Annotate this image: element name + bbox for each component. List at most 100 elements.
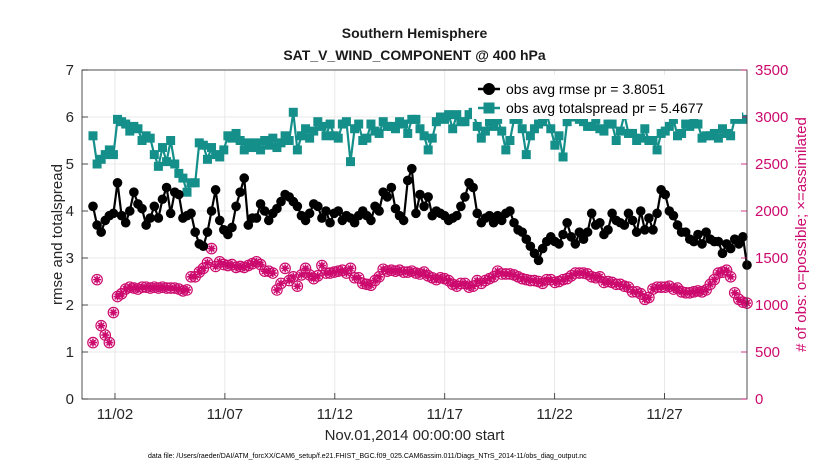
totalspread-point	[305, 133, 315, 143]
totalspread-point	[292, 145, 302, 155]
obs-assimilated-marker	[702, 285, 711, 294]
totalspread-point	[296, 131, 306, 141]
obs-count-point	[201, 256, 214, 269]
obs-assimilated-marker	[313, 271, 322, 280]
totalspread-point	[243, 138, 253, 148]
totalspread-point	[133, 124, 143, 134]
obs-assimilated-marker	[317, 261, 326, 270]
y-tick-label: 4	[66, 203, 74, 220]
obs-assimilated-marker	[497, 269, 506, 278]
obs-assimilated-marker	[620, 282, 629, 291]
obs-assimilated-marker	[726, 272, 735, 281]
rmse-point	[366, 215, 376, 226]
totalspread-point	[239, 145, 249, 155]
totalspread-point	[182, 187, 192, 197]
totalspread-point	[660, 126, 670, 136]
rmse-point	[325, 217, 335, 228]
rmse-point	[631, 227, 642, 237]
rmse-point	[214, 215, 225, 226]
obs-assimilated-marker	[526, 276, 535, 285]
rmse-point	[472, 208, 483, 219]
obs-possible-marker	[708, 273, 721, 286]
obs-count-point	[720, 264, 733, 277]
obs-assimilated-marker	[542, 275, 551, 284]
y-axis-ticks: 0 1 2 3 4 5 6 7	[66, 62, 88, 408]
rmse-point	[468, 182, 478, 193]
y-tick-label: 7	[66, 62, 74, 79]
totalspread-point	[104, 145, 114, 155]
obs-assimilated-marker	[240, 263, 249, 272]
rmse-point	[92, 220, 102, 230]
obs-assimilated-marker	[685, 288, 694, 297]
totalspread-point	[231, 128, 241, 138]
obs-assimilated-marker	[334, 267, 343, 276]
obs-assimilated-marker	[109, 308, 118, 317]
totalspread-point	[738, 114, 748, 124]
totalspread-point	[260, 136, 270, 145]
legend-spread-marker	[483, 102, 495, 114]
obs-possible-marker	[303, 269, 316, 281]
obs-assimilated-marker	[391, 267, 400, 276]
totalspread-point	[427, 133, 437, 143]
obs-assimilated-marker	[358, 279, 367, 288]
rmse-point	[689, 236, 699, 247]
totalspread-point	[313, 117, 323, 127]
obs-possible-marker	[267, 267, 279, 279]
rmse-point	[484, 210, 495, 221]
obs-count-point	[103, 336, 116, 349]
obs-assimilated-marker	[248, 259, 257, 268]
obs-assimilated-marker	[260, 267, 269, 276]
rmse-point	[349, 217, 360, 228]
obs-count-point	[728, 286, 741, 299]
rmse-point	[165, 208, 176, 219]
y-tick-label: 2	[66, 297, 74, 314]
rmse-point	[153, 213, 164, 223]
rmse-point	[537, 243, 548, 254]
obs-assimilated-marker	[698, 287, 707, 296]
footnote: data file: /Users/raeder/DAI/ATM_forcXX/…	[148, 453, 587, 460]
obs-assimilated-marker	[366, 281, 375, 290]
obs-assimilated-marker	[571, 269, 580, 278]
rmse-point	[635, 206, 646, 216]
obs-assimilated-marker	[710, 275, 719, 284]
obs-possible-marker	[283, 274, 295, 287]
rmse-point	[124, 206, 135, 216]
obs-possible-marker	[279, 262, 291, 275]
rmse-point	[210, 185, 221, 195]
obs-assimilated-marker	[277, 279, 286, 288]
obs-possible-marker	[107, 306, 120, 319]
obs-count-point	[279, 262, 291, 275]
obs-count-point	[271, 284, 283, 296]
rmse-point	[186, 208, 196, 219]
totalspread-point	[121, 119, 131, 129]
totalspread-point	[309, 126, 319, 136]
rmse-point	[419, 201, 429, 212]
obs-assimilated-marker	[518, 274, 527, 283]
totalspread-point	[399, 119, 409, 129]
rmse-point	[223, 229, 233, 240]
obs-assimilated-marker	[362, 280, 371, 289]
totalspread-point	[415, 124, 425, 134]
obs-assimilated-marker	[599, 278, 608, 287]
obs-assimilated-marker	[162, 284, 171, 293]
rmse-series	[88, 163, 752, 270]
totalspread-point	[256, 145, 266, 155]
obs-assimilated-marker	[661, 283, 670, 292]
y-tick-label: 5	[66, 156, 74, 173]
totalspread-point	[92, 159, 102, 169]
totalspread-point	[525, 131, 535, 141]
obs-assimilated-marker	[591, 273, 600, 282]
rmse-point	[239, 173, 250, 183]
rmse-point	[317, 213, 327, 223]
obs-assimilated-marker	[244, 261, 253, 270]
obs-assimilated-marker	[714, 269, 723, 278]
obs-assimilated-marker	[407, 267, 416, 276]
rmse-point	[701, 227, 711, 237]
totalspread-point	[628, 128, 638, 138]
rmse-point	[713, 236, 724, 247]
obs-assimilated-marker	[93, 275, 102, 284]
obs-assimilated-marker	[387, 266, 396, 275]
totalspread-point	[615, 126, 625, 136]
rmse-point	[382, 192, 393, 202]
